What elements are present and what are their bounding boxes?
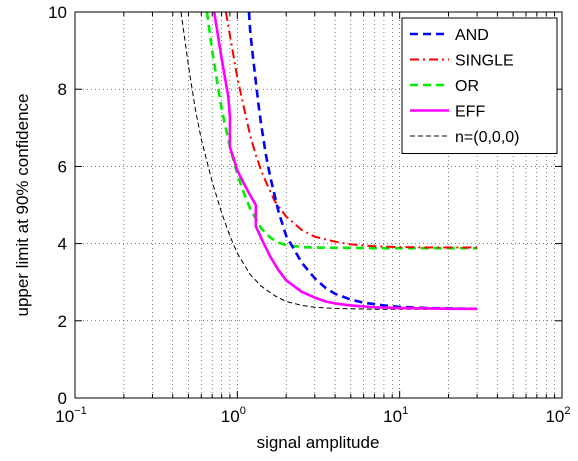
x-tick-label: 100 — [221, 405, 246, 426]
y-tick-label: 10 — [48, 3, 67, 22]
y-tick-label: 2 — [58, 312, 67, 331]
series-line-and — [247, 12, 478, 311]
y-tick-label: 8 — [58, 80, 67, 99]
series-line-eff — [212, 12, 478, 311]
legend-label: SINGLE — [455, 53, 514, 70]
series-line-single — [224, 12, 478, 249]
x-tick-label: 102 — [545, 405, 570, 426]
ticks: 10−1 100 101 102 0 2 4 6 8 10 — [48, 3, 570, 426]
x-axis-label: signal amplitude — [257, 433, 380, 452]
x-tick-label: 10−1 — [55, 405, 86, 426]
series-line-n-0-0-0 — [180, 12, 478, 310]
series-line-or — [205, 12, 478, 250]
legend-label: n=(0,0,0) — [455, 129, 519, 146]
y-tick-label: 4 — [58, 235, 67, 254]
y-tick-label: 6 — [58, 157, 67, 176]
plot-frame — [74, 11, 563, 399]
y-axis-label: upper limit at 90% confidence — [13, 93, 32, 316]
legend-label: AND — [455, 27, 489, 44]
series-layer — [180, 12, 478, 311]
legend-label: EFF — [455, 104, 485, 121]
x-tick-label: 101 — [383, 405, 408, 426]
legend-label: OR — [455, 78, 479, 95]
y-tick-label: 0 — [58, 389, 67, 408]
legend: AND SINGLE OR EFF n=(0,0,0) — [401, 17, 558, 154]
